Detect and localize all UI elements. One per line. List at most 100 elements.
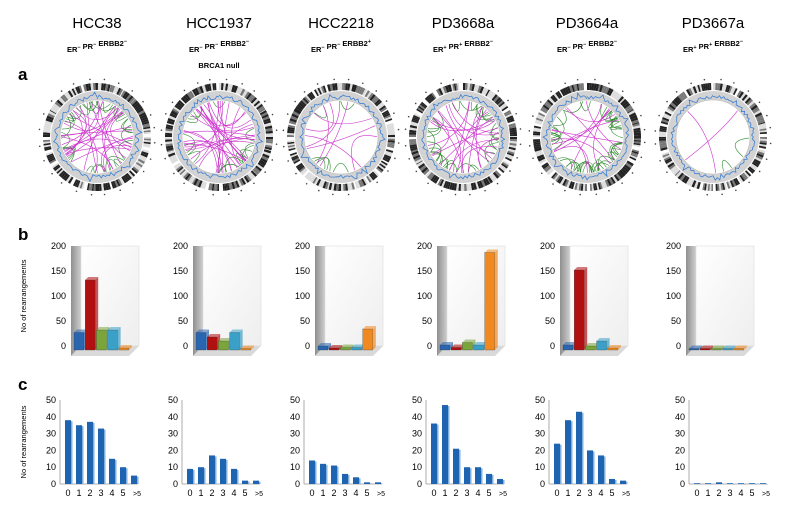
ideogram-band (287, 132, 295, 136)
ideogram-band (490, 173, 498, 181)
chrom-tick (703, 78, 706, 81)
ideogram-band (245, 174, 252, 182)
bar3d-back-wall (695, 245, 755, 347)
bar3d-top (607, 345, 621, 348)
ideogram-band (624, 104, 632, 111)
histogram-bar-shade (237, 469, 239, 484)
ideogram-band (719, 83, 723, 91)
ideogram-band (51, 162, 59, 169)
inter-link (98, 100, 121, 165)
ideogram-band (47, 156, 55, 161)
inter-link (101, 137, 134, 173)
ideogram-band (610, 90, 617, 98)
ideogram-band (46, 153, 54, 158)
ideogram-band (671, 100, 679, 107)
intra-link (552, 109, 567, 126)
ideogram-band (533, 133, 541, 136)
chrom-tick (765, 158, 768, 160)
histogram-bar (253, 480, 259, 484)
histogram-bar-shade (137, 476, 139, 484)
histogram-bar-shade (615, 479, 617, 484)
bar3d-side-wall (437, 246, 447, 356)
ytick-label: 100 (51, 291, 66, 301)
ideogram-band (692, 86, 698, 94)
histogram-bar (464, 467, 470, 484)
intra-link (183, 133, 195, 154)
ideogram-band (60, 95, 67, 103)
ideogram-band (238, 178, 244, 186)
chrom-tick (375, 90, 378, 92)
intra-link (244, 142, 255, 159)
ideogram-band (753, 158, 761, 164)
ytick-label: 150 (417, 266, 432, 276)
ideogram-band (225, 83, 229, 91)
ideogram-band (759, 130, 767, 133)
chrom-tick (173, 172, 175, 175)
xtick-label: 0 (65, 488, 70, 498)
bar3d-side (721, 345, 725, 350)
xtick-label: >5 (499, 491, 507, 498)
chrom-tick (440, 82, 442, 85)
ytick-label: 0 (427, 341, 432, 351)
ideogram-band (88, 183, 92, 191)
intra-link (61, 131, 71, 149)
chrom-tick (271, 113, 274, 116)
ideogram-band (630, 153, 638, 158)
ideogram-band (121, 176, 127, 184)
chrom-tick (758, 170, 761, 173)
chrom-tick (43, 159, 45, 162)
histogram-bar-shade (193, 469, 195, 484)
bar3d-top (451, 344, 465, 348)
chrom-tick (404, 145, 407, 147)
chrom-tick (608, 82, 610, 85)
inter-link (438, 110, 461, 173)
ideogram-band (53, 103, 61, 110)
ideogram-band (618, 170, 626, 177)
ideogram-band (316, 178, 322, 186)
ideogram-band (633, 138, 641, 141)
intra-link (444, 163, 458, 173)
ideogram-band (418, 104, 426, 110)
receptor-sign: + (443, 45, 446, 51)
ideogram-band (48, 110, 56, 117)
receptor-status: ER− PR− ERBB2− (67, 39, 127, 54)
copy-number-trace (299, 94, 386, 180)
histogram-bar (749, 483, 755, 484)
ideogram-band (480, 179, 486, 187)
bar3d-front (240, 348, 251, 351)
inter-link (65, 147, 131, 155)
ytick-label: 200 (173, 241, 188, 251)
histogram-bar (565, 420, 571, 484)
ideogram-band (533, 131, 541, 134)
chrom-tick (658, 114, 660, 117)
ideogram-band (481, 87, 487, 95)
histogram-bar-shade (326, 464, 328, 484)
ideogram-band (205, 84, 209, 92)
ideogram-band (310, 91, 316, 99)
ideogram-band (183, 172, 190, 179)
ideogram-band (673, 98, 680, 106)
ytick-label: 10 (46, 462, 56, 472)
ideogram-band (592, 183, 596, 191)
ideogram-band (73, 87, 78, 95)
ideogram-band (759, 126, 767, 130)
ytick-label: 10 (412, 462, 422, 472)
ideogram-band (371, 95, 378, 103)
receptor-status: ER− PR− ERBB2− (557, 39, 617, 54)
ideogram-band (679, 93, 685, 101)
receptor-name: PR (697, 42, 710, 51)
chrom-tick (90, 193, 93, 196)
histogram-bar-shade (348, 474, 350, 484)
ideogram-band (139, 154, 147, 160)
histogram-bar-shade (93, 422, 95, 484)
ideogram-band (143, 141, 151, 145)
xtick-label: 2 (87, 488, 92, 498)
ideogram-band (421, 166, 429, 174)
ideogram-band (715, 83, 719, 91)
intra-link (64, 113, 74, 123)
ideogram-band (460, 183, 463, 191)
ideogram-band (99, 83, 102, 91)
ideogram-band (265, 128, 273, 132)
ideogram-band (409, 124, 418, 129)
ideogram-band (386, 125, 395, 129)
